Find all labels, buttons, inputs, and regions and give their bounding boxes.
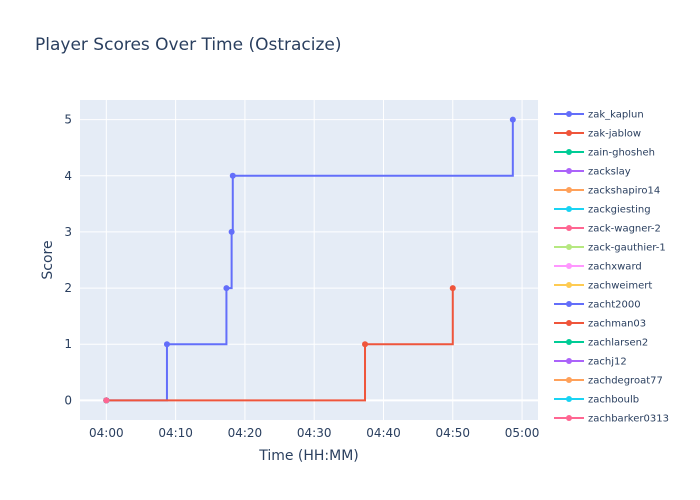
legend-swatch-marker <box>566 339 572 345</box>
legend-label: zackshapiro14 <box>588 186 660 197</box>
data-point <box>228 228 235 235</box>
data-point <box>362 341 369 348</box>
legend-label: zachweimert <box>588 281 652 292</box>
y-tick-label: 1 <box>64 337 72 351</box>
series-line <box>106 119 514 402</box>
data-point <box>103 397 110 404</box>
x-tick-label: 04:00 <box>89 426 124 440</box>
x-tick-label: 04:10 <box>158 426 193 440</box>
legend-label: zacht2000 <box>588 300 641 311</box>
y-tick-label: 2 <box>64 281 72 295</box>
y-tick-label: 4 <box>64 169 72 183</box>
legend-swatch-marker <box>566 225 572 231</box>
series-layer <box>103 116 516 404</box>
legend-label: zain-ghosheh <box>588 148 655 159</box>
legend-label: zachj12 <box>588 357 627 368</box>
legend-item[interactable]: zain-ghosheh <box>554 148 655 159</box>
legend-swatch-marker <box>566 206 572 212</box>
legend-item[interactable]: zachxward <box>554 262 642 273</box>
legend-swatch-marker <box>566 187 572 193</box>
series-zak_kaplun <box>103 116 516 404</box>
legend-swatch-marker <box>566 358 572 364</box>
x-tick-label: 05:00 <box>505 426 540 440</box>
legend-item[interactable]: zackshapiro14 <box>554 186 660 197</box>
data-point <box>509 116 516 123</box>
x-tick-label: 04:40 <box>366 426 401 440</box>
legend-item[interactable]: zachweimert <box>554 281 652 292</box>
legend-label: zackslay <box>588 167 631 178</box>
legend-swatch-marker <box>566 320 572 326</box>
legend-item[interactable]: zachboulb <box>554 395 639 406</box>
legend-swatch-marker <box>566 377 572 383</box>
legend-item[interactable]: zak_kaplun <box>554 110 644 121</box>
x-tick-label: 04:50 <box>435 426 470 440</box>
x-tick-label: 04:30 <box>297 426 332 440</box>
legend-item[interactable]: zacht2000 <box>554 300 641 311</box>
legend-label: zachbarker0313 <box>588 414 669 425</box>
legend-item[interactable]: zachdegroat77 <box>554 376 663 387</box>
legend-item[interactable]: zackslay <box>554 167 631 178</box>
legend-label: zack-wagner-2 <box>588 224 661 235</box>
y-tick-label: 0 <box>64 393 72 407</box>
legend-item[interactable]: zak-jablow <box>554 129 641 140</box>
legend-label: zachxward <box>588 262 642 273</box>
data-point <box>223 285 230 292</box>
legend-swatch-marker <box>566 301 572 307</box>
legend-swatch-marker <box>566 282 572 288</box>
legend-item[interactable]: zack-gauthier-1 <box>554 243 666 254</box>
legend-swatch-marker <box>566 396 572 402</box>
grid-lines <box>80 100 538 420</box>
legend-swatch-marker <box>566 263 572 269</box>
data-point <box>163 341 170 348</box>
legend-label: zachman03 <box>588 319 646 330</box>
data-point <box>229 172 236 179</box>
legend-swatch-marker <box>566 149 572 155</box>
y-tick-label: 5 <box>64 113 72 127</box>
legend-swatch-marker <box>566 244 572 250</box>
x-axis-title: Time (HH:MM) <box>258 448 359 464</box>
legend-item[interactable]: zachj12 <box>554 357 627 368</box>
legend-item[interactable]: zachman03 <box>554 319 646 330</box>
legend-swatch-marker <box>566 130 572 136</box>
legend[interactable]: zak_kaplun zak-jablow zain-ghosheh zackslay… <box>554 110 669 425</box>
legend-label: zachboulb <box>588 395 639 406</box>
legend-item[interactable]: zack-wagner-2 <box>554 224 661 235</box>
data-point <box>449 285 456 292</box>
y-axis-title: Score <box>40 240 56 279</box>
tick-labels: 04:00 04:10 04:20 04:30 04:40 04:50 05:00 0 1 2 3 4… <box>64 113 539 440</box>
legend-label: zachdegroat77 <box>588 376 663 387</box>
legend-label: zackgiesting <box>588 205 651 216</box>
legend-label: zachlarsen2 <box>588 338 648 349</box>
y-tick-label: 3 <box>64 225 72 239</box>
legend-swatch-marker <box>566 168 572 174</box>
legend-swatch-marker <box>566 111 572 117</box>
series-zachbarker0313 <box>103 397 110 404</box>
chart-title: Player Scores Over Time (Ostracize) <box>35 35 342 55</box>
legend-item[interactable]: zachlarsen2 <box>554 338 648 349</box>
legend-item[interactable]: zachbarker0313 <box>554 414 669 425</box>
legend-label: zak_kaplun <box>588 110 644 121</box>
legend-label: zak-jablow <box>588 129 641 140</box>
legend-swatch-marker <box>566 415 572 421</box>
legend-label: zack-gauthier-1 <box>588 243 666 254</box>
x-tick-label: 04:20 <box>228 426 263 440</box>
legend-item[interactable]: zackgiesting <box>554 205 651 216</box>
plot-area <box>80 100 538 420</box>
